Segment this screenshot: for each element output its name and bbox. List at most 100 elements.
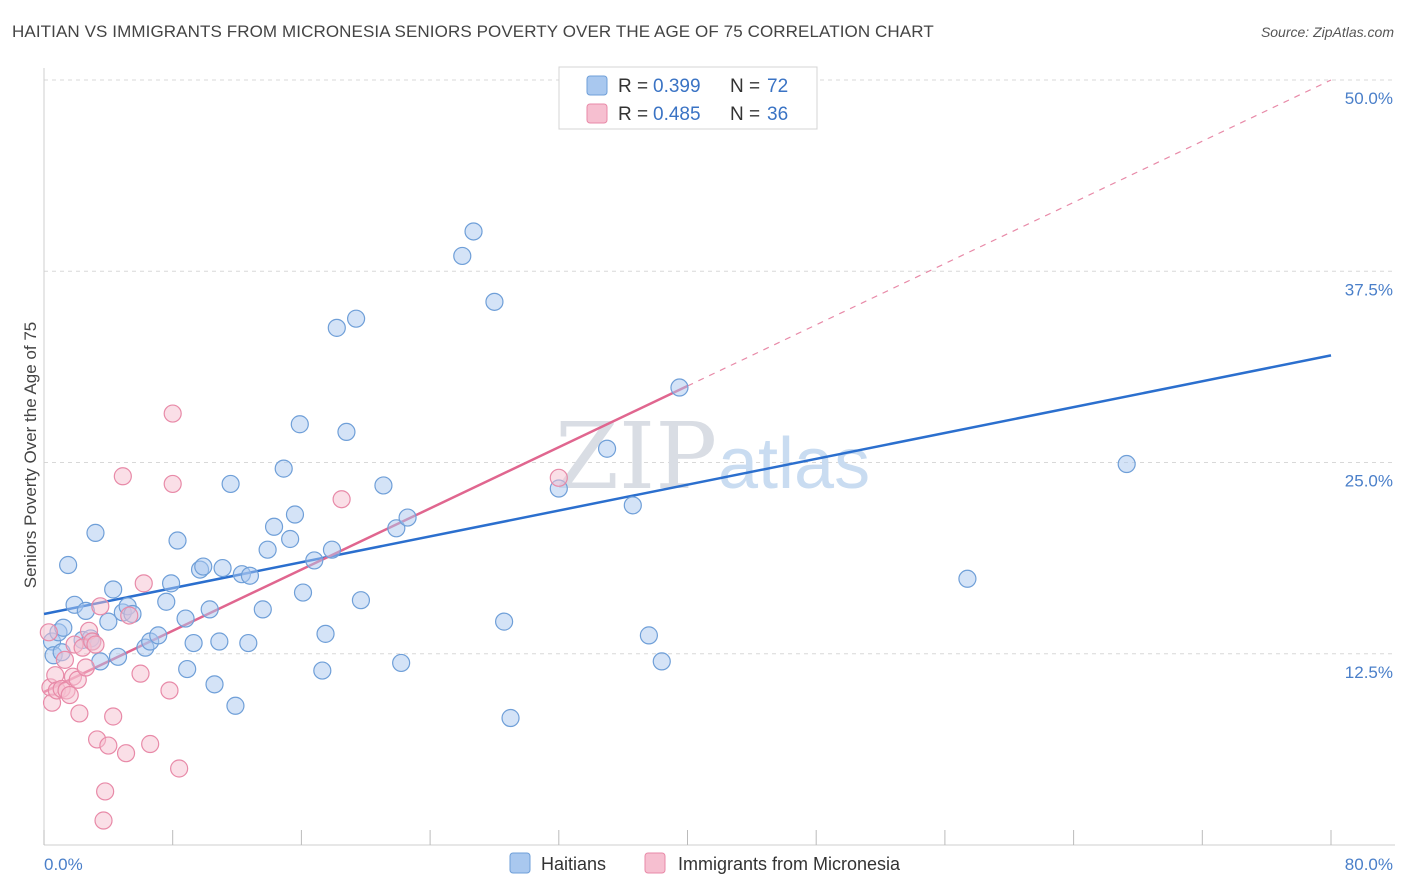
point-haitians — [453, 246, 472, 266]
point-haitians — [464, 222, 483, 241]
point-haitians — [670, 378, 689, 397]
point-micronesia — [70, 704, 89, 723]
source-label: Source: ZipAtlas.com — [1260, 24, 1394, 40]
trend-line-haitians — [43, 354, 1332, 616]
legend-n-label-2: N = — [730, 104, 760, 125]
point-micronesia — [55, 650, 75, 669]
point-haitians — [221, 474, 240, 494]
watermark-zip: ZIP — [555, 403, 717, 510]
point-micronesia — [163, 474, 182, 494]
point-haitians — [346, 309, 366, 328]
legend-r-value-1: 0.399 — [653, 76, 701, 97]
point-micronesia — [113, 467, 132, 486]
x-tick-label-start: 0.0% — [44, 855, 83, 874]
bottom-legend: Haitians Immigrants from Micronesia — [509, 852, 901, 874]
point-haitians — [253, 600, 272, 619]
legend-swatch-micronesia — [586, 103, 608, 124]
point-haitians — [485, 292, 504, 311]
point-micronesia — [160, 681, 179, 700]
point-haitians — [501, 708, 520, 728]
point-haitians — [210, 632, 229, 651]
point-haitians — [623, 496, 642, 515]
point-haitians — [313, 661, 332, 680]
point-micronesia — [134, 574, 153, 593]
point-haitians — [226, 696, 245, 715]
point-micronesia — [170, 759, 189, 778]
point-haitians — [108, 647, 128, 666]
point-haitians — [351, 591, 371, 610]
point-haitians — [161, 574, 181, 593]
y-tick-label: 12.5% — [1345, 663, 1393, 682]
y-tick-label: 50.0% — [1345, 89, 1393, 108]
y-axis-label: Seniors Poverty Over the Age of 75 — [21, 322, 40, 588]
x-tick-label-end: 80.0% — [1345, 855, 1393, 874]
point-haitians — [316, 624, 335, 643]
point-haitians — [240, 566, 260, 585]
point-haitians — [337, 422, 356, 441]
point-haitians — [293, 583, 313, 602]
point-haitians — [639, 626, 658, 645]
point-haitians — [290, 415, 309, 434]
point-haitians — [281, 529, 300, 549]
point-micronesia — [116, 744, 136, 763]
legend-r-label-2: R = — [618, 104, 648, 125]
trend-line-extension-micronesia — [687, 79, 1332, 387]
bottom-legend-micronesia: Immigrants from Micronesia — [678, 854, 901, 874]
point-haitians — [184, 633, 203, 653]
legend: R = 0.399 N = 72 R = 0.485 N = 36 — [558, 66, 818, 130]
legend-swatch-haitians — [586, 75, 608, 96]
point-haitians — [213, 558, 232, 578]
point-micronesia — [332, 490, 351, 509]
point-micronesia — [86, 635, 105, 654]
legend-n-label-1: N = — [730, 76, 760, 97]
point-haitians — [285, 505, 305, 524]
legend-r-value-2: 0.485 — [653, 104, 701, 125]
point-micronesia — [131, 664, 150, 683]
point-micronesia — [99, 736, 118, 755]
bottom-legend-swatch-haitians — [509, 852, 531, 874]
point-haitians — [194, 557, 213, 576]
point-haitians — [176, 609, 195, 628]
y-tick-label: 25.0% — [1345, 472, 1393, 491]
point-haitians — [86, 523, 105, 542]
point-micronesia — [549, 468, 568, 487]
point-micronesia — [163, 404, 182, 423]
axes — [43, 68, 1395, 846]
point-haitians — [327, 318, 346, 337]
data-points — [39, 222, 1136, 830]
point-haitians — [168, 531, 187, 550]
point-haitians — [264, 517, 284, 536]
chart-title: HAITIAN VS IMMIGRANTS FROM MICRONESIA SE… — [12, 22, 934, 41]
point-haitians — [958, 569, 977, 588]
point-haitians — [178, 659, 197, 679]
point-haitians — [597, 439, 617, 458]
y-tick-label: 37.5% — [1345, 280, 1393, 299]
point-haitians — [258, 540, 277, 559]
point-haitians — [99, 612, 118, 631]
point-haitians — [322, 540, 342, 559]
point-haitians — [205, 675, 224, 694]
point-micronesia — [39, 623, 58, 642]
point-haitians — [1117, 454, 1136, 474]
legend-n-value-1: 72 — [767, 76, 788, 97]
point-haitians — [387, 519, 406, 538]
point-haitians — [274, 459, 293, 478]
bottom-legend-haitians: Haitians — [541, 854, 606, 874]
legend-n-value-2: 36 — [767, 104, 788, 125]
point-haitians — [157, 592, 176, 611]
point-haitians — [652, 652, 671, 671]
point-micronesia — [120, 606, 139, 625]
point-haitians — [59, 555, 78, 575]
point-micronesia — [141, 734, 160, 754]
point-haitians — [374, 476, 393, 495]
point-micronesia — [94, 811, 113, 830]
point-micronesia — [96, 782, 115, 801]
point-micronesia — [91, 597, 110, 616]
point-micronesia — [76, 658, 95, 677]
point-haitians — [239, 633, 258, 653]
point-haitians — [200, 600, 219, 619]
point-haitians — [305, 551, 324, 570]
point-haitians — [104, 580, 123, 599]
point-haitians — [398, 508, 417, 527]
